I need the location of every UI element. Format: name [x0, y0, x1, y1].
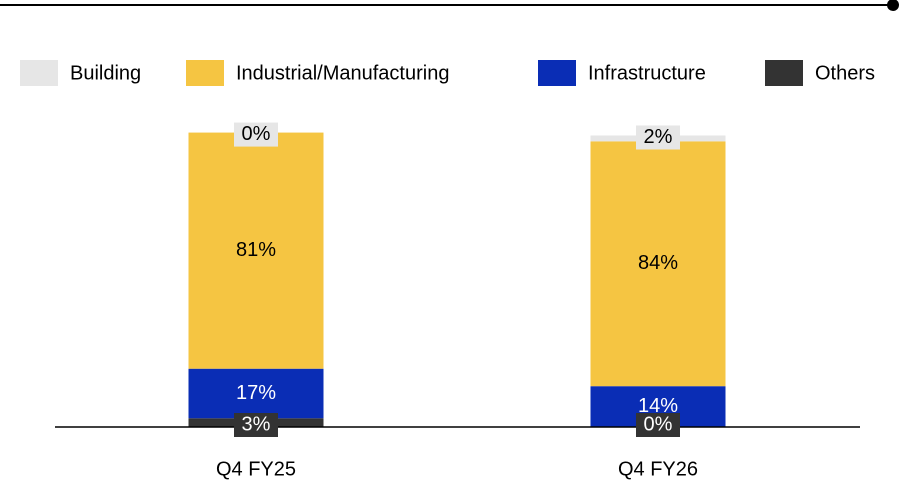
legend-swatch: [186, 60, 224, 86]
data-label: 14%: [638, 395, 678, 417]
data-label: 3%: [242, 413, 271, 435]
labels: 3%17%81%0%0%14%84%2%: [234, 122, 680, 437]
bar-segment: [590, 141, 726, 387]
data-label: 0%: [644, 413, 673, 435]
bar-segment: [188, 368, 324, 419]
data-label: 17%: [236, 382, 276, 404]
data-label: 2%: [644, 126, 673, 148]
bar-segment: [188, 132, 324, 369]
legend-swatch: [765, 60, 803, 86]
data-label: 0%: [242, 123, 271, 145]
legend-label: Building: [70, 62, 141, 84]
legend-swatch: [20, 60, 58, 86]
label-box: [234, 413, 278, 437]
rule-dot: [887, 0, 899, 11]
legend-label: Industrial/Manufacturing: [236, 62, 449, 84]
x-tick-label: Q4 FY26: [618, 458, 698, 480]
legend-swatch: [538, 60, 576, 86]
label-box: [636, 125, 680, 150]
label-box: [234, 122, 278, 147]
x-tick-label: Q4 FY25: [216, 458, 296, 480]
legend-label: Others: [815, 62, 875, 84]
label-box: [636, 413, 680, 437]
legend-label: Infrastructure: [588, 62, 706, 84]
data-label: 81%: [236, 239, 276, 261]
data-label: 84%: [638, 252, 678, 274]
